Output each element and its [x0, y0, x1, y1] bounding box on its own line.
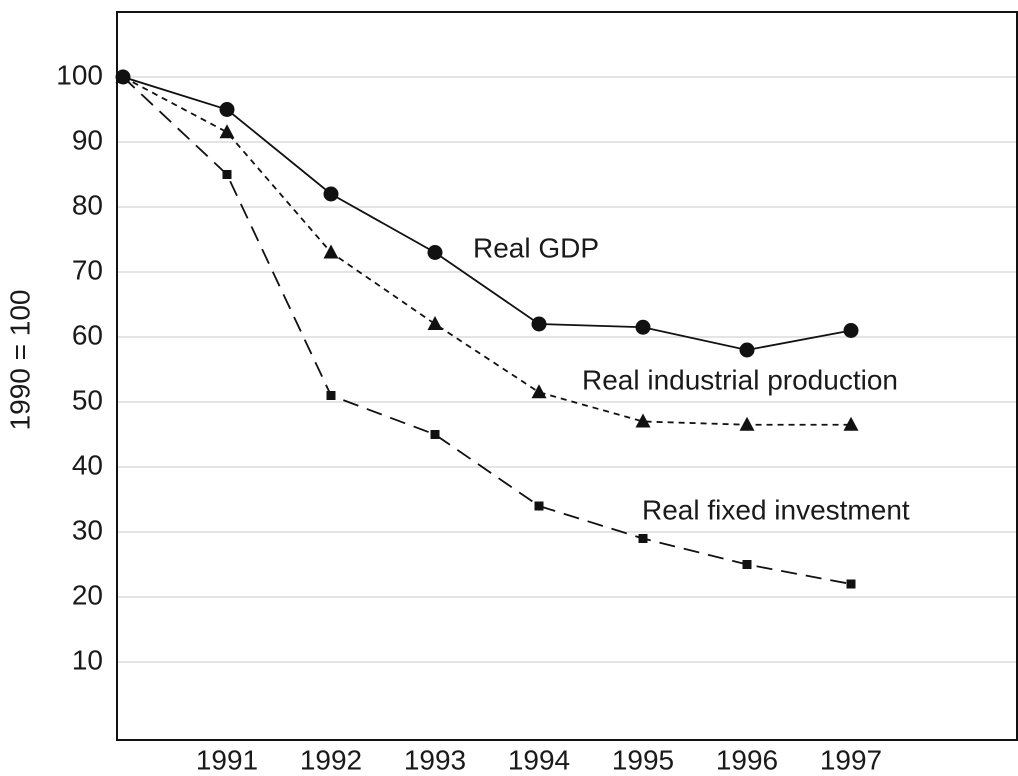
x-tick-label: 1997 [820, 744, 882, 775]
marker [739, 416, 755, 431]
marker [430, 430, 440, 439]
series-label: Real industrial production [582, 364, 898, 395]
marker [635, 319, 651, 335]
marker [427, 316, 443, 330]
y-tick-label: 80 [72, 189, 103, 220]
marker [531, 384, 547, 399]
series-line [122, 76, 852, 351]
series-line [122, 76, 851, 426]
y-tick-label: 100 [56, 59, 103, 90]
y-tick-label: 30 [72, 514, 103, 545]
marker [531, 316, 547, 332]
marker [638, 534, 648, 543]
y-axis-label: 1990 = 100 [4, 290, 35, 431]
x-tick-label: 1993 [404, 744, 466, 775]
marker [635, 413, 651, 428]
y-tick-label: 60 [72, 319, 103, 350]
x-tick-label: 1992 [300, 744, 362, 775]
y-tick-label: 90 [72, 124, 103, 155]
y-tick-label: 20 [72, 579, 103, 610]
marker [427, 245, 443, 260]
x-tick-label: 1991 [196, 744, 258, 775]
x-tick-label: 1994 [508, 744, 570, 775]
y-tick-label: 70 [72, 254, 103, 285]
marker [323, 186, 339, 202]
marker [534, 501, 544, 511]
x-tick-label: 1996 [716, 744, 778, 775]
marker [219, 102, 235, 117]
y-tick-label: 10 [72, 644, 103, 675]
marker [118, 72, 128, 82]
marker [222, 170, 232, 179]
marker [219, 124, 235, 139]
series-label: Real GDP [473, 232, 599, 263]
marker [843, 323, 859, 338]
marker [742, 560, 752, 569]
x-tick-label: 1995 [612, 744, 674, 775]
series-line [122, 76, 852, 585]
marker [323, 244, 339, 259]
plot-frame [116, 11, 1018, 741]
y-tick-label: 50 [72, 384, 103, 415]
marker [843, 416, 859, 431]
marker [846, 579, 856, 589]
marker [739, 342, 755, 358]
series-label: Real fixed investment [642, 494, 910, 525]
marker [326, 391, 336, 400]
y-tick-label: 40 [72, 449, 103, 480]
